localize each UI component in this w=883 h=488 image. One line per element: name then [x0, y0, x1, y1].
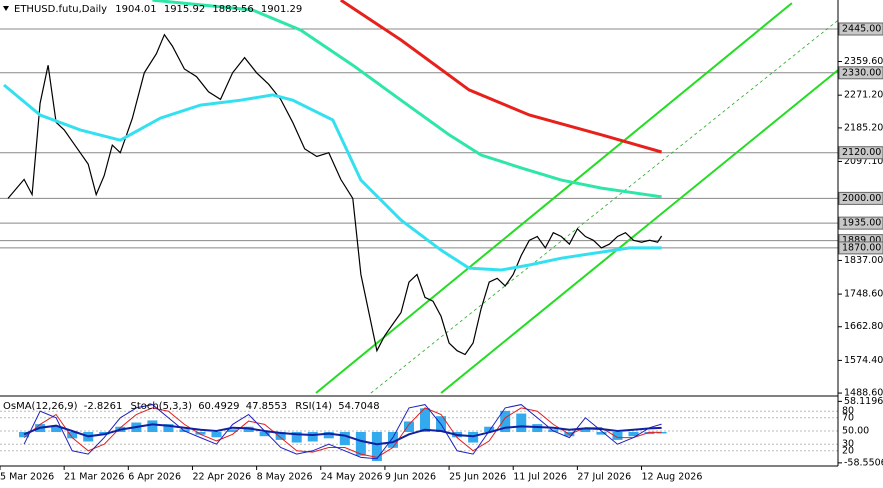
osma-bar: [612, 432, 623, 440]
osma-bar: [403, 421, 414, 433]
level-box: [838, 66, 883, 80]
symbol-icon: [3, 6, 9, 11]
moving-average: [339, 0, 663, 154]
osma-bar: [596, 432, 607, 435]
stoch-main: [23, 404, 662, 460]
osma-bar: [67, 432, 78, 439]
indicator-value: 47.8553: [246, 401, 287, 412]
osma-bar: [532, 424, 543, 433]
indicator-value: 54.7048: [338, 401, 379, 412]
level-box: [838, 216, 883, 230]
trend-line: [440, 69, 839, 394]
trend-line: [315, 2, 793, 394]
indicator-name: RSI(14): [295, 401, 332, 412]
x-tick-label: 25 Jun 2026: [449, 472, 506, 483]
level-box: [838, 22, 883, 36]
indicator-name: Stoch(5,3,3): [131, 401, 193, 412]
ohlc-value: 1901.29: [261, 4, 302, 15]
y-tick-label: 1748.60: [844, 289, 883, 300]
osma-bar: [211, 432, 222, 438]
x-tick-label: 12 Aug 2026: [642, 472, 703, 483]
y-tick-label: 1837.00: [844, 255, 883, 266]
osma-bar: [516, 413, 527, 433]
osma-bar: [291, 432, 302, 443]
osma-bar: [500, 410, 511, 433]
indicator-header: OsMA(12,26,9) -2.8261 Stoch(5,3,3) 60.49…: [3, 401, 380, 412]
moving-average: [152, 0, 662, 199]
ohlc-value: 1915.92: [164, 4, 205, 15]
osma-bar: [420, 408, 431, 433]
indicator-value: -2.8261: [84, 401, 123, 412]
symbol: ETHUSD.futu,Daily: [14, 4, 107, 15]
x-tick-label: 21 Mar 2026: [64, 472, 124, 483]
x-tick-label: 27 Jul 2026: [577, 472, 631, 483]
osma-bar: [195, 432, 206, 435]
y-tick-label: 2097.10: [844, 156, 883, 167]
osma-tick-label: 58.1196: [844, 396, 883, 407]
osma-bar: [387, 432, 398, 448]
level-box: [838, 191, 883, 205]
osc-tick-label: 20: [842, 445, 854, 456]
level-box: [838, 241, 883, 255]
y-tick-label: 2185.20: [844, 122, 883, 133]
osma-bar: [339, 432, 350, 446]
x-tick-label: 11 Jul 2026: [513, 472, 567, 483]
y-tick-label: 2271.20: [844, 90, 883, 101]
osma-bar: [484, 426, 495, 433]
level-box: [838, 146, 883, 160]
x-tick-label: 9 Jun 2026: [385, 472, 436, 483]
x-tick-label: 6 Apr 2026: [128, 472, 181, 483]
osma-bar: [580, 427, 591, 433]
osc-tick-label: 70: [842, 412, 854, 423]
x-tick-label: 5 Mar 2026: [0, 472, 54, 483]
level-label: 2330.00: [842, 67, 881, 78]
indicator-name: OsMA(12,26,9): [3, 401, 78, 412]
indicator-panel: [0, 404, 838, 461]
y-tick-label: 1662.80: [844, 321, 883, 332]
x-tick-label: 24 May 2026: [321, 472, 383, 483]
y-tick-label: 1574.40: [844, 355, 883, 366]
indicator-value: 60.4929: [198, 401, 239, 412]
level-label: 1870.00: [842, 242, 881, 253]
osma-bar: [307, 432, 318, 442]
ohlc-value: 1883.56: [212, 4, 253, 15]
osma-bar: [644, 432, 655, 435]
x-tick-label: 8 May 2026: [257, 472, 313, 483]
price-panel: [0, 0, 839, 394]
osma-tick-label: -58.5506: [844, 457, 883, 468]
osma-bar: [259, 432, 270, 437]
y-tick-label: 1488.60: [844, 388, 883, 399]
osma-bar: [628, 432, 639, 437]
level-label: 2000.00: [842, 193, 881, 204]
osma-bar: [147, 420, 158, 433]
ohlc-value: 1904.01: [115, 4, 156, 15]
osc-tick-label: 50.00: [842, 426, 869, 437]
moving-average: [3, 83, 662, 272]
osma-bar: [51, 426, 62, 433]
osma-bar: [163, 424, 174, 433]
osma-bar: [355, 432, 366, 456]
y-tick-label: 2359.60: [844, 56, 883, 67]
osma-bar: [275, 432, 286, 440]
symbol-header: ETHUSD.futu,Daily 1904.01 1915.92 1883.5…: [14, 4, 302, 15]
osma-bar: [323, 432, 334, 439]
osma-bar: [371, 432, 382, 461]
price-line: [7, 33, 663, 356]
level-label: 2120.00: [842, 147, 881, 158]
x-tick-label: 22 Apr 2026: [192, 472, 251, 483]
level-label: 2445.00: [842, 24, 881, 35]
osc-tick-label: 80: [842, 406, 854, 417]
rsi-line: [23, 423, 662, 446]
level-label: 1889.00: [842, 235, 881, 246]
axes: 2359.60 2271.20 2185.20 2097.10 1837.00 1748.…: [0, 22, 883, 483]
osma-bar: [227, 429, 238, 433]
level-label: 1935.00: [842, 218, 881, 229]
osc-tick-label: 30: [842, 439, 854, 450]
osma-bar: [19, 432, 30, 438]
